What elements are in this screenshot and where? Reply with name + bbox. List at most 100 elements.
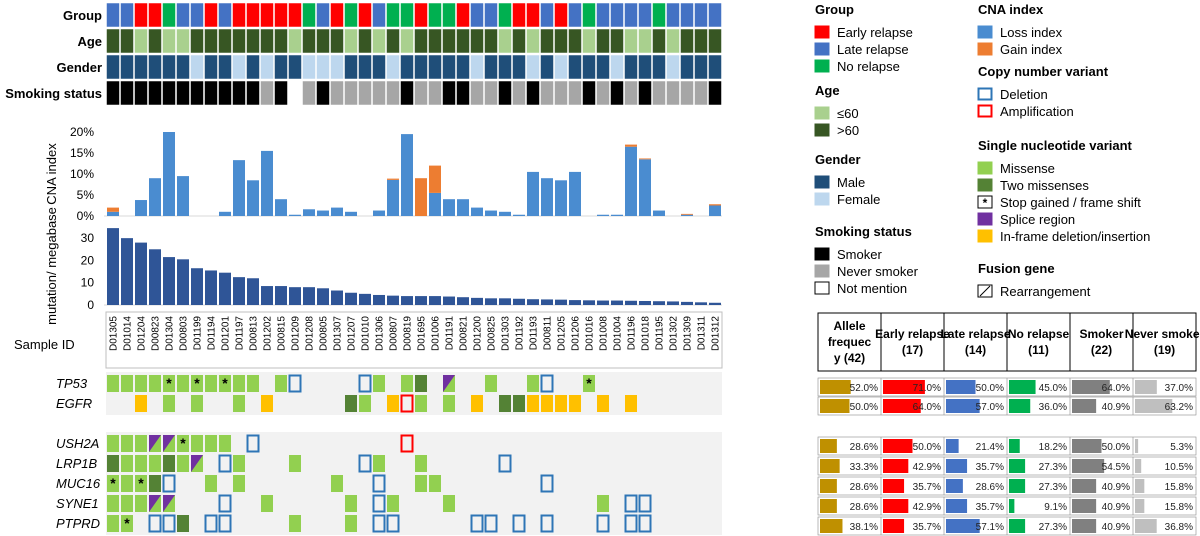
sample-id-frame — [105, 311, 723, 369]
table-value-label: 35.7% — [976, 502, 1004, 513]
track-cell — [120, 28, 134, 54]
track-cell — [708, 80, 722, 106]
missense-cell — [289, 515, 301, 532]
track-cell — [106, 54, 120, 80]
track-cell — [246, 80, 260, 106]
track-cell — [260, 54, 274, 80]
missense-cell — [107, 375, 119, 392]
track-cell — [120, 2, 134, 28]
tmb-bar — [625, 300, 637, 305]
legend-title: Copy number variant — [978, 64, 1109, 79]
table-value-label: 50.0% — [913, 442, 941, 453]
track-cell — [106, 28, 120, 54]
tmb-bar — [653, 301, 665, 305]
track-cell — [624, 80, 638, 106]
track-cell — [400, 54, 414, 80]
cna-loss-bar — [485, 210, 497, 216]
missense-cell — [359, 395, 371, 412]
table-value-label: 40.9% — [1102, 522, 1130, 533]
tmb-tick-label: 10 — [81, 276, 95, 290]
cna-loss-bar — [709, 205, 721, 216]
track-cell — [162, 2, 176, 28]
track-cell — [204, 28, 218, 54]
deletion-cell — [596, 514, 610, 533]
cna-loss-bar — [387, 179, 399, 216]
cna-tick-label: 5% — [77, 188, 95, 202]
table-value-label: 28.6% — [976, 482, 1004, 493]
track-cell — [554, 2, 568, 28]
cna-tick-label: 0% — [77, 209, 95, 223]
legend-swatch — [814, 175, 830, 189]
table-value-label: 5.3% — [1170, 442, 1193, 453]
cna-tick-label: 15% — [70, 146, 94, 160]
track-cell — [176, 28, 190, 54]
track-cell — [666, 80, 680, 106]
missense-cell — [373, 375, 385, 392]
missense-cell — [527, 375, 539, 392]
track-cell — [260, 80, 274, 106]
track-cell — [526, 28, 540, 54]
track-label: Gender — [56, 60, 102, 75]
track-cell — [330, 80, 344, 106]
track-cell — [190, 2, 204, 28]
gene-label: SYNE1 — [56, 496, 99, 511]
legend-title: Fusion gene — [978, 261, 1055, 276]
legend-title: Gender — [815, 152, 861, 167]
track-cell — [274, 2, 288, 28]
track-cell — [134, 2, 148, 28]
deletion-cell — [638, 494, 652, 513]
missense-cell — [205, 375, 217, 392]
table-value-label: 18.2% — [1039, 442, 1067, 453]
sample-id: D01196 — [627, 316, 638, 351]
sample-id: D01306 — [375, 316, 386, 351]
sample-id: D00813 — [249, 316, 260, 351]
table-value-bar — [820, 499, 837, 513]
track-cell — [470, 80, 484, 106]
sample-id: D01008 — [599, 316, 610, 351]
legend-item-label: Two missenses — [1000, 178, 1089, 193]
missense-cell — [121, 435, 133, 452]
annotation-tracks — [106, 2, 722, 106]
missense-cell — [219, 375, 231, 392]
sample-id: D01204 — [137, 316, 148, 351]
table-value-label: 42.9% — [913, 502, 941, 513]
sample-id: D01307 — [333, 316, 344, 351]
legend-item-label: Never smoker — [837, 264, 919, 279]
track-cell — [680, 54, 694, 80]
cna-gain-bar — [415, 178, 427, 216]
cna-loss-bar — [527, 171, 539, 216]
track-cell — [288, 80, 302, 106]
track-cell — [330, 54, 344, 80]
sample-id: D01202 — [263, 316, 274, 351]
track-cell — [372, 80, 386, 106]
sample-id: D01010 — [361, 316, 372, 351]
table-value-bar — [1135, 459, 1142, 473]
inframe-cell — [569, 395, 581, 412]
deletion-cell — [386, 514, 400, 533]
sample-id: D01191 — [445, 316, 456, 351]
cna-gain-bar — [681, 213, 693, 215]
track-cell — [484, 2, 498, 28]
track-cell — [428, 80, 442, 106]
tmb-bar — [163, 257, 175, 305]
table-value-label: 52.0% — [850, 383, 878, 394]
missense-cell — [121, 515, 133, 532]
table-value-bar — [1135, 399, 1173, 413]
table-value-bar — [820, 439, 837, 453]
track-cell — [568, 54, 582, 80]
two-missense-cell — [499, 395, 511, 412]
table-value-label: 42.9% — [913, 462, 941, 473]
track-cell — [218, 2, 232, 28]
table-value-bar — [946, 479, 963, 493]
track-cell — [232, 54, 246, 80]
mutation-grid: TP53 * * * * EGFR USH2A * LRP1B MUC16 * * SYNE1 PTPRD… — [56, 372, 722, 535]
track-cell — [610, 28, 624, 54]
track-cell — [246, 28, 260, 54]
deletion-cell — [470, 514, 484, 533]
track-cell — [414, 2, 428, 28]
legend-item-label: In-frame deletion/insertion — [1000, 229, 1150, 244]
missense-cell — [135, 475, 147, 492]
track-cell — [456, 2, 470, 28]
tmb-bar — [359, 293, 371, 305]
track-cell — [610, 54, 624, 80]
